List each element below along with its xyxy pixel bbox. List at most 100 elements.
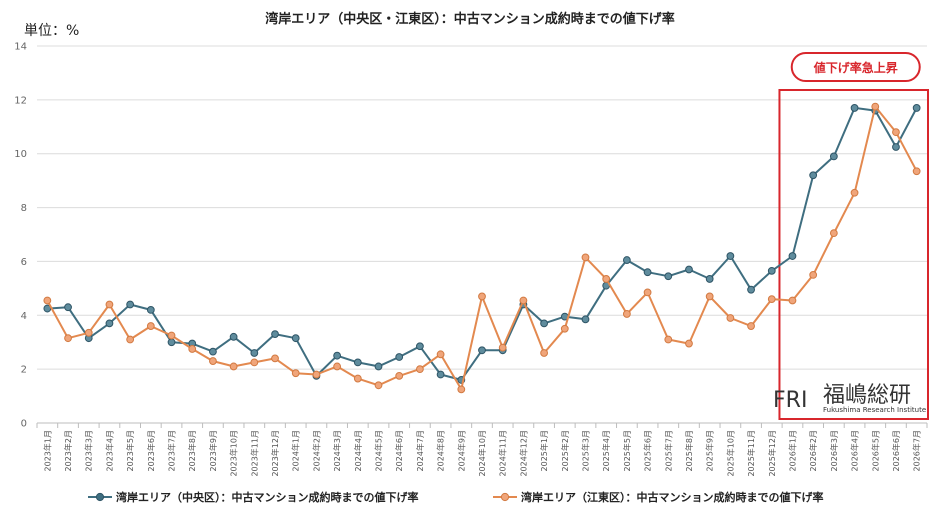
x-tick-label: 2024年1月 — [291, 430, 301, 471]
logo-name-jp: 福嶋総研 — [823, 383, 911, 408]
legend-label-chuo: 湾岸エリア（中央区）：中古マンション成約時までの値下げ率 — [116, 490, 419, 504]
x-tick-label: 2026年5月 — [870, 430, 880, 471]
chart-title: 湾岸エリア（中央区・江東区）：中古マンション成約時までの値下げ率 — [265, 11, 675, 27]
data-point — [105, 300, 114, 309]
data-point — [250, 349, 259, 357]
data-point — [892, 143, 900, 151]
surge-annotation-text: 値下げ率急上昇 — [813, 60, 898, 75]
data-point — [602, 275, 611, 283]
data-point — [395, 353, 404, 361]
x-tick-label: 2025年7月 — [663, 430, 673, 471]
data-point — [850, 188, 859, 197]
y-tick-label: 0 — [21, 419, 27, 430]
data-point — [188, 345, 197, 353]
x-tick-label: 2024年8月 — [436, 430, 446, 471]
data-point — [560, 324, 569, 333]
series-layer — [43, 102, 921, 394]
y-tick-label: 4 — [21, 311, 27, 322]
x-tick-label: 2023年11月 — [249, 430, 259, 477]
data-point — [726, 314, 735, 322]
data-point — [685, 265, 693, 274]
data-point — [126, 335, 135, 344]
x-tick-label: 2025年5月 — [622, 430, 632, 471]
x-tick-label: 2023年7月 — [167, 430, 177, 471]
x-tick-label: 2025年4月 — [601, 430, 611, 471]
data-point — [271, 330, 279, 339]
data-point — [912, 104, 921, 112]
legend-marker-koto — [500, 492, 510, 502]
y-tick-label: 12 — [14, 95, 27, 106]
x-tick-label: 2023年12月 — [270, 430, 280, 477]
x-tick-label: 2024年9月 — [456, 430, 466, 471]
data-point — [167, 331, 176, 340]
x-tick-label: 2025年1月 — [539, 430, 549, 471]
x-tick-label: 2023年2月 — [63, 430, 73, 471]
x-tick-label: 2024年2月 — [311, 430, 321, 471]
unit-label: 単位：% — [24, 23, 79, 39]
x-tick-label: 2025年6月 — [643, 430, 653, 471]
x-tick-label: 2026年3月 — [829, 430, 839, 471]
x-tick-label: 2025年8月 — [684, 430, 694, 471]
data-point — [146, 306, 155, 314]
data-point — [291, 334, 300, 343]
x-tick-label: 2024年6月 — [394, 430, 404, 471]
data-point — [767, 266, 776, 275]
data-point — [64, 334, 72, 343]
x-tick-label: 2025年12月 — [767, 430, 777, 477]
data-point — [747, 285, 755, 294]
data-point — [43, 296, 52, 305]
data-point — [540, 349, 548, 357]
x-tick-label: 2023年4月 — [104, 430, 114, 471]
legend-label-koto: 湾岸エリア（江東区）：中古マンション成約時までの値下げ率 — [521, 490, 824, 504]
x-tick-label: 2024年4月 — [353, 430, 363, 471]
data-point — [540, 319, 548, 328]
data-point — [829, 229, 838, 238]
data-point — [84, 328, 93, 337]
y-tick-label: 10 — [14, 149, 27, 160]
data-point — [167, 338, 176, 347]
data-point — [809, 270, 818, 279]
x-tick-label: 2026年7月 — [912, 430, 922, 471]
data-point — [809, 171, 818, 180]
data-point — [664, 272, 673, 281]
data-point — [250, 358, 259, 367]
data-point — [622, 256, 631, 264]
x-tick-label: 2025年3月 — [580, 430, 590, 471]
x-tick-label: 2025年11月 — [746, 430, 756, 477]
fri-logo: FRI 福嶋総研 Fukushima Research Institute — [773, 383, 926, 414]
data-point — [353, 358, 362, 367]
data-point — [643, 268, 652, 277]
x-tick-label: 2023年3月 — [84, 430, 94, 471]
x-tick-label: 2024年10月 — [477, 430, 487, 477]
data-point — [209, 347, 217, 356]
surge-annotation-pill — [790, 52, 921, 82]
y-tick-label: 6 — [21, 257, 27, 268]
data-point — [747, 322, 755, 330]
data-point — [581, 315, 590, 324]
legend-marker-chuo — [95, 492, 105, 502]
data-point — [767, 295, 776, 304]
data-point — [457, 385, 466, 394]
x-axis-ticks: 2023年1月 2023年2月 2023年3月 2023年4月 2023年5月 2023年… — [36, 423, 928, 477]
data-point — [436, 350, 445, 359]
data-point — [229, 332, 238, 341]
surge-highlight-box — [778, 89, 929, 420]
data-point — [788, 252, 797, 260]
x-tick-label: 2024年11月 — [498, 430, 508, 477]
data-point — [478, 292, 486, 301]
data-point — [126, 300, 135, 309]
x-tick-label: 2026年2月 — [808, 430, 818, 471]
data-point — [105, 319, 114, 328]
gridlines — [37, 45, 927, 424]
data-point — [705, 292, 714, 301]
x-tick-label: 2024年5月 — [374, 430, 384, 471]
data-point — [685, 339, 693, 348]
logo-mark: FRI — [773, 388, 807, 413]
data-point — [829, 152, 838, 161]
y-tick-label: 8 — [21, 203, 27, 214]
x-tick-label: 2023年6月 — [146, 430, 156, 471]
data-point — [519, 296, 528, 305]
legend: 湾岸エリア（中央区）：中古マンション成約時までの値下げ率 湾岸エリア（江東区）：… — [88, 490, 824, 504]
data-point — [622, 310, 631, 318]
